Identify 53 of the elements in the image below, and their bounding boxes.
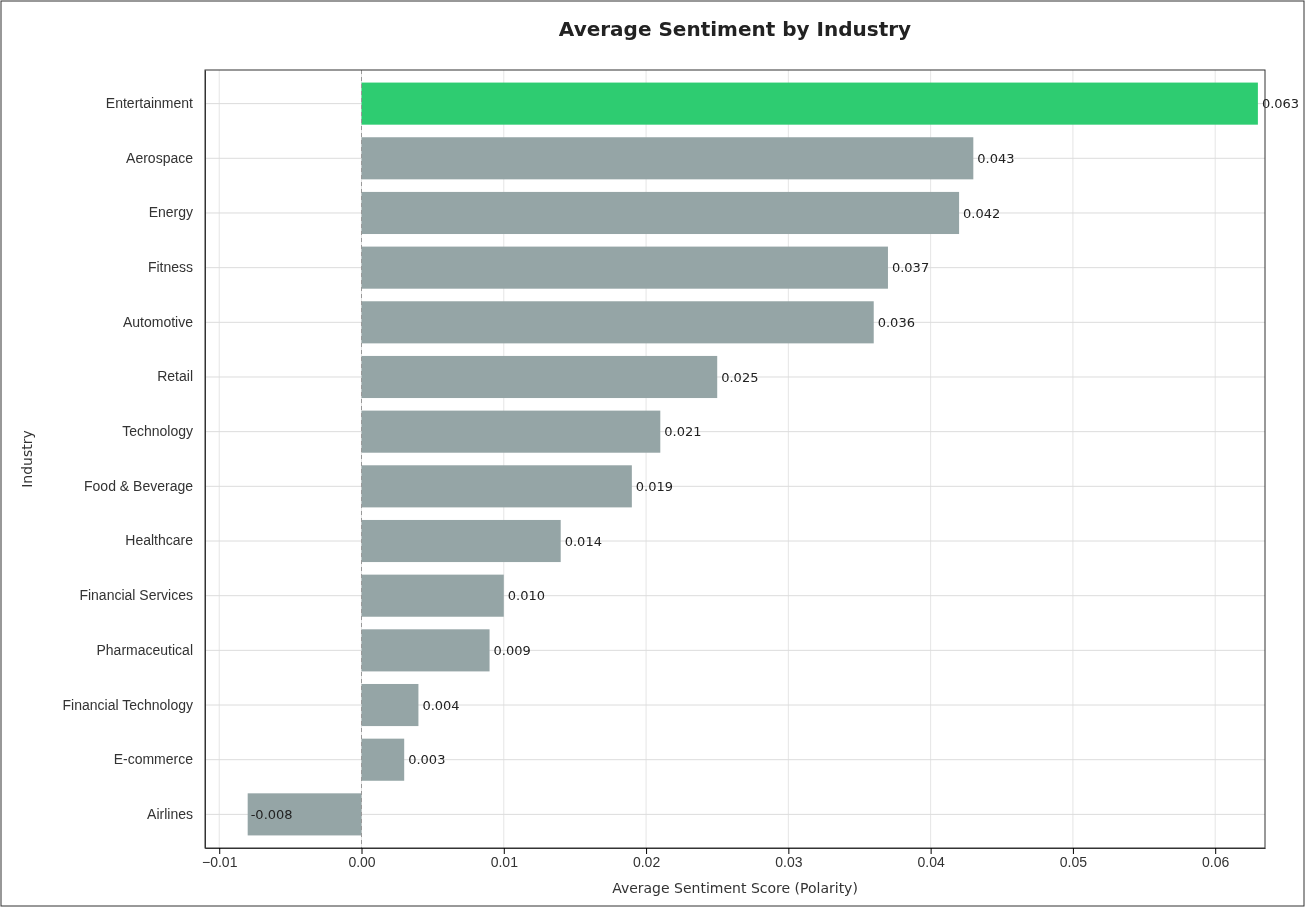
- bar: [361, 629, 490, 672]
- data-label: 0.009: [493, 642, 531, 658]
- bar: [361, 683, 419, 727]
- bar: [361, 137, 974, 180]
- data-label: 0.010: [507, 588, 546, 604]
- data-label: 0.043: [977, 150, 1015, 166]
- y-tick-label: Aerospace: [126, 149, 194, 166]
- data-label: 0.021: [664, 424, 702, 440]
- data-label: -0.008: [250, 806, 293, 822]
- data-label: 0.025: [721, 369, 759, 385]
- y-tick-label: Financial Technology: [62, 696, 193, 713]
- bar: [361, 301, 874, 344]
- x-tick-label: 0.01: [490, 853, 519, 870]
- y-tick-label: Automotive: [122, 313, 194, 330]
- data-label: 0.003: [408, 752, 446, 768]
- bar: [361, 465, 632, 508]
- y-tick-label: Healthcare: [125, 532, 194, 549]
- y-tick-label: Fitness: [147, 259, 193, 276]
- x-tick-label: 0.02: [632, 853, 661, 870]
- y-tick-label: Food & Beverage: [84, 477, 194, 494]
- bar: [361, 738, 405, 781]
- x-tick-label: 0.03: [775, 853, 803, 870]
- bar: [361, 82, 1258, 125]
- y-tick-label: Pharmaceutical: [96, 641, 193, 658]
- y-axis-title: Industry: [19, 430, 35, 488]
- x-tick-label: 0.05: [1059, 853, 1088, 870]
- x-axis-title: Average Sentiment Score (Polarity): [612, 880, 858, 896]
- y-tick-label: Financial Services: [79, 587, 193, 604]
- bar: [361, 191, 960, 235]
- data-label: 0.004: [422, 697, 460, 713]
- y-tick-label: Airlines: [147, 805, 193, 822]
- data-label: 0.037: [891, 260, 930, 276]
- data-label: 0.063: [1261, 96, 1300, 112]
- y-tick-label: Energy: [148, 204, 193, 221]
- y-tick-label: Retail: [157, 368, 193, 385]
- y-tick-label: Technology: [122, 423, 193, 440]
- bar: [361, 574, 504, 617]
- x-tick-label: 0.00: [348, 853, 376, 870]
- y-tick-label: E-commerce: [113, 751, 194, 768]
- data-label: 0.014: [564, 533, 602, 549]
- bar: [361, 519, 561, 563]
- data-label: 0.019: [635, 478, 674, 494]
- data-label: 0.042: [963, 205, 1001, 221]
- x-tick-label: 0.06: [1202, 853, 1230, 870]
- x-tick-label: 0.04: [917, 853, 945, 870]
- y-tick-label: Entertainment: [105, 95, 194, 112]
- bar: [247, 793, 362, 836]
- chart-title: Average Sentiment by Industry: [558, 17, 912, 41]
- bar: [361, 410, 661, 453]
- bar: [361, 246, 888, 289]
- bar: [361, 355, 718, 399]
- x-tick-label: −0.01: [202, 853, 238, 870]
- data-label: 0.036: [877, 314, 915, 330]
